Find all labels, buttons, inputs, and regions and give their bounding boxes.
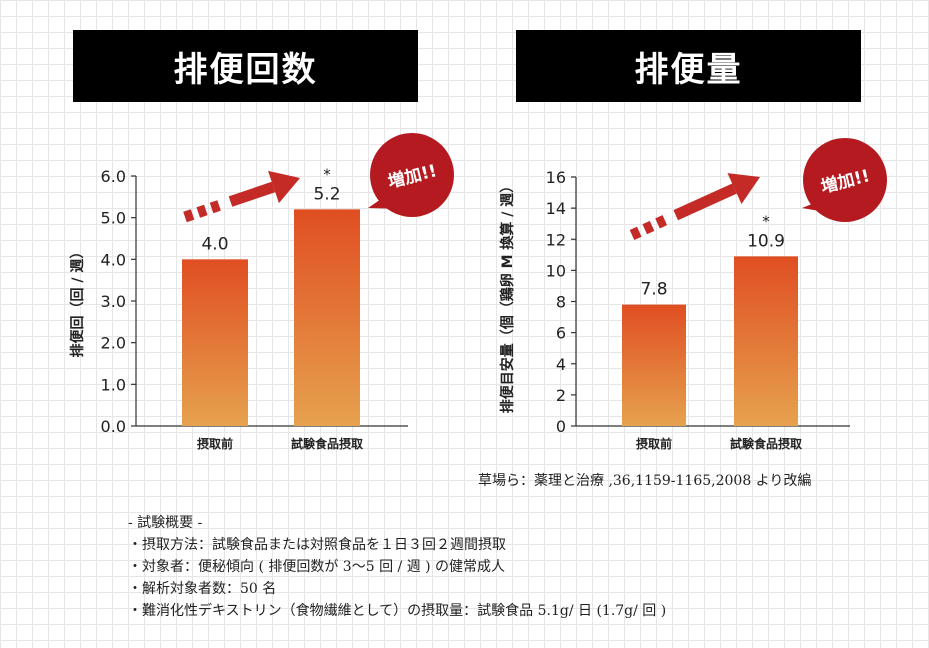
amount-y-tick-label: 12: [546, 230, 566, 249]
amount-y-tick-label: 6: [556, 324, 566, 343]
amount-bar: [734, 256, 798, 426]
freq-data-label: 4.0: [201, 234, 228, 254]
freq-y-axis-label: 排便回（回 / 週）: [69, 245, 86, 358]
notes-line-subjects: ・対象者：便秘傾向 ( 排便回数が 3〜5 回 / 週 ) の健常成人: [128, 559, 506, 575]
amount-data-label: 10.9: [747, 231, 785, 251]
charts-canvas: 0.0 1.0 2.0 3.0 4.0 5.0 6.0 排便回（回 / 週） 4.0 摂取前 5.2…: [69, 133, 887, 451]
freq-y-tick-label: 5.0: [101, 209, 126, 228]
amount-category-label: 摂取前: [636, 436, 672, 451]
amount-bar: [622, 304, 686, 426]
amount-trend-arrow-shaft: [673, 183, 737, 221]
freq-y-tick-label: 6.0: [101, 167, 126, 186]
notes-line-dose: ・難消化性デキストリン（食物繊維として）の摂取量：試験食品 5.1g/ 日 (1…: [128, 603, 667, 619]
amount-y-tick-label: 8: [556, 293, 566, 312]
amount-y-tick-label: 16: [546, 168, 566, 187]
notes-line-count: ・解析対象者数：50 名: [128, 581, 277, 597]
amount-y-tick-label: 2: [556, 386, 566, 405]
freq-bar: [294, 209, 360, 426]
left-chart-title: 排便回数: [73, 30, 418, 102]
freq-data-label: 5.2: [313, 184, 340, 204]
freq-trend-arrow-shaft: [228, 181, 276, 207]
freq-y-tick-label: 4.0: [101, 250, 126, 269]
amount-significance-marker: *: [762, 212, 770, 230]
amount-y-tick-label: 4: [556, 355, 566, 374]
freq-significance-marker: *: [323, 165, 331, 183]
freq-trend-arrow-head: [268, 170, 300, 204]
notes-line-method: ・摂取方法：試験食品または対照食品を１日３回２週間摂取: [128, 537, 506, 553]
freq-y-tick-label: 3.0: [101, 292, 126, 311]
freq-bar: [182, 259, 248, 426]
freq-category-label: 試験食品摂取: [291, 436, 363, 451]
amount-y-tick-label: 0: [556, 417, 566, 436]
amount-y-tick-label: 10: [546, 261, 566, 280]
amount-category-label: 試験食品摂取: [730, 436, 802, 451]
freq-y-tick-label: 2.0: [101, 334, 126, 353]
freq-trend-arrow-tail: [183, 198, 227, 223]
freq-callout-bubble: [370, 133, 454, 217]
amount-y-tick-label: 14: [546, 199, 566, 218]
freq-category-label: 摂取前: [197, 436, 233, 451]
study-notes: - 試験概要 - ・摂取方法：試験食品または対照食品を１日３回２週間摂取 ・対象…: [128, 512, 666, 622]
amount-trend-arrow-tail: [629, 212, 673, 241]
amount-trend-arrow-head: [727, 173, 760, 205]
freq-y-tick-label: 0.0: [101, 417, 126, 436]
right-chart-title: 排便量: [516, 30, 861, 102]
source-citation: 草場ら：薬理と治療 ,36,1159-1165,2008 より改編: [478, 473, 812, 489]
freq-y-tick-label: 1.0: [101, 375, 126, 394]
amount-y-axis-label: 排便目安量（個（鶏卵 M 換算 / 週）: [499, 179, 516, 414]
notes-heading: - 試験概要 -: [128, 515, 203, 531]
amount-callout-bubble: [803, 138, 887, 222]
amount-data-label: 7.8: [640, 280, 667, 300]
